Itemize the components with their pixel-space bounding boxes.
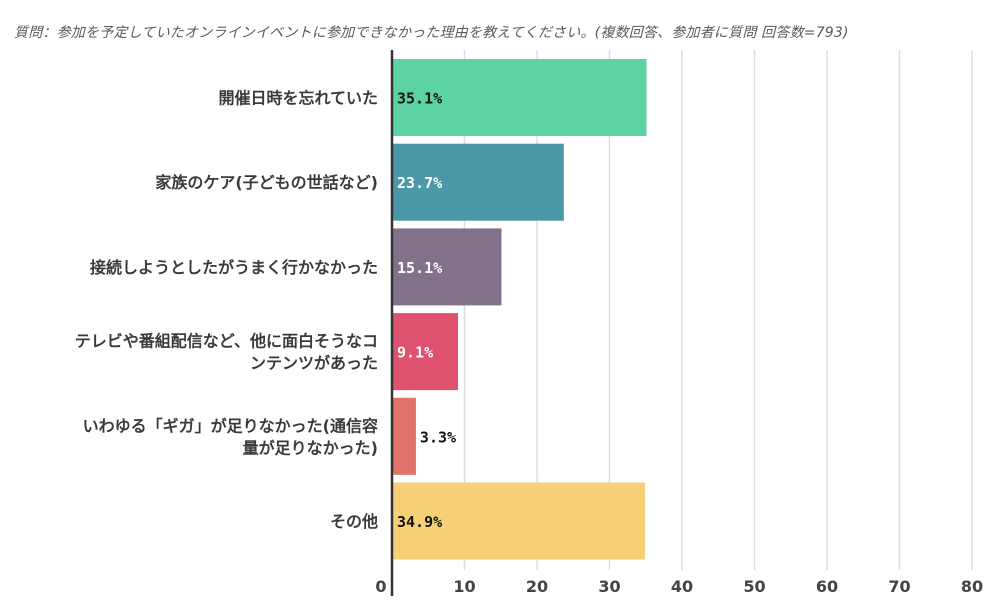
value-labels: 35.1% 23.7% 15.1% 9.1% 3.3% 34.9% (397, 90, 456, 532)
bar-value-label: 35.1% (397, 90, 442, 108)
bar-value-label: 15.1% (397, 259, 442, 277)
category-label: ンテンツがあった (250, 354, 378, 373)
x-tick-label: 80 (961, 577, 983, 596)
bars (392, 59, 647, 560)
bar-value-label: 23.7% (397, 174, 442, 192)
bar (392, 143, 564, 221)
x-tick-label: 10 (453, 577, 475, 596)
x-tick-label: 50 (743, 577, 765, 596)
bar (392, 59, 647, 136)
x-tick-label: 0 (375, 577, 386, 596)
bar (392, 397, 416, 475)
category-label: 家族のケア(子どもの世話など) (155, 173, 378, 192)
category-label: 開催日時を忘れていた (218, 89, 378, 108)
bar-value-label: 3.3% (420, 428, 456, 446)
x-tick-label: 30 (598, 577, 620, 596)
category-label: 接続しようとしたがうまく行かなかった (90, 258, 378, 277)
category-label: 量が足りなかった) (243, 438, 378, 457)
x-tick-label: 60 (816, 577, 838, 596)
bar (392, 228, 502, 306)
tick-labels: 0 10 20 30 40 50 60 70 80 (375, 577, 983, 596)
category-label: テレビや番組配信など、他に面白そうなコ (75, 332, 378, 351)
category-label: いわゆる「ギガ」が足りなかった(通信容 (83, 416, 378, 435)
bar (392, 313, 458, 391)
x-tick-label: 40 (671, 577, 693, 596)
chart-title: 質問：参加を予定していたオンラインイベントに参加できなかった理由を教えてください… (14, 25, 849, 41)
x-tick-label: 70 (888, 577, 910, 596)
x-tick-label: 20 (526, 577, 548, 596)
category-label: その他 (330, 512, 378, 531)
bar (392, 482, 646, 560)
bar-value-label: 34.9% (397, 513, 442, 531)
bar-value-label: 9.1% (397, 344, 433, 362)
